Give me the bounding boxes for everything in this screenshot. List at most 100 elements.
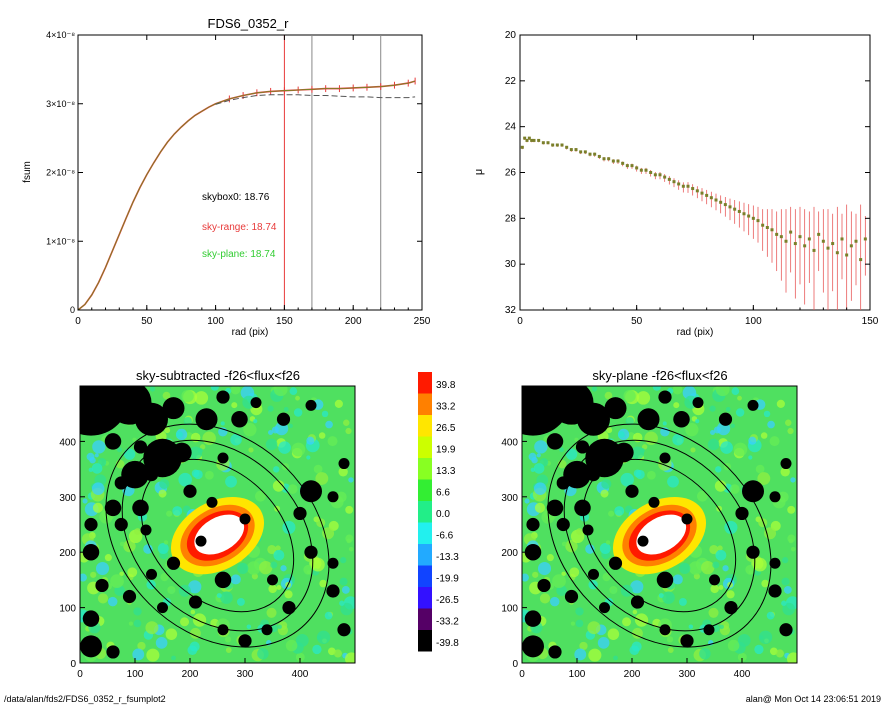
noise-patch: [782, 557, 789, 564]
mu-point: [639, 168, 643, 172]
noise-patch: [92, 440, 106, 454]
mu-x-tick-label: 150: [862, 316, 879, 327]
colorbar-swatch: [418, 522, 432, 544]
mask-blob: [217, 452, 229, 464]
fsum-series: [77, 77, 416, 311]
noise-patch: [127, 567, 138, 578]
colorbar-swatch: [418, 458, 432, 480]
fsum-vlines: [283, 35, 382, 310]
noise-patch: [164, 427, 171, 434]
colorbar-swatch: [418, 544, 432, 566]
mask-blob: [166, 556, 181, 570]
mask-blob: [735, 506, 749, 521]
colorbar-label: 33.2: [436, 401, 456, 412]
colorbar-swatch: [418, 501, 432, 523]
noise-patch: [237, 562, 249, 575]
noise-patch: [715, 549, 727, 561]
noise-patch: [133, 619, 142, 628]
mask-blob: [703, 624, 715, 636]
sky-plane-x-ticks: 0 100 200 300 400: [519, 658, 751, 680]
noise-patch: [522, 573, 529, 582]
mu-point: [597, 154, 601, 158]
colorbar-swatch: [418, 565, 432, 587]
noise-patch: [333, 649, 342, 658]
image-x-tick-label: 100: [569, 669, 586, 680]
mask-blob: [537, 578, 551, 593]
mask-blob: [586, 468, 601, 482]
image-x-tick-label: 0: [519, 669, 525, 680]
mask-blob: [546, 499, 564, 517]
noise-patch: [97, 593, 109, 604]
noise-patch: [629, 645, 640, 656]
noise-patch: [327, 647, 336, 656]
noise-patch: [783, 586, 792, 594]
mu-point: [672, 180, 676, 184]
mu-y-tick-label: 30: [505, 259, 517, 270]
mu-point: [523, 136, 527, 140]
mask-blob: [122, 589, 137, 604]
aperture-ellipse: [105, 423, 330, 648]
noise-patch: [91, 482, 105, 495]
colorbar-label: -19.9: [436, 573, 459, 584]
mask-blob: [604, 397, 627, 420]
noise-patch: [225, 647, 232, 653]
noise-patch: [760, 432, 768, 439]
mu-point: [761, 223, 765, 227]
mask-blob: [680, 634, 694, 648]
noise-patch: [634, 613, 649, 627]
mu-point: [784, 239, 788, 243]
mu-point: [667, 177, 671, 181]
noise-patch: [220, 421, 225, 426]
noise-patch: [340, 602, 353, 616]
sky-plane-panel: sky-plane -f26<flux<f26 0 100 200 300 400 0 1…: [501, 368, 798, 680]
mask-blob: [195, 535, 207, 547]
noise-patch: [197, 448, 203, 453]
mu-x-tick-label: 0: [517, 316, 523, 327]
noise-patch: [679, 562, 691, 575]
noise-patch: [753, 557, 767, 572]
image-content: [80, 386, 355, 663]
noise-patch: [160, 573, 169, 582]
noise-patch: [275, 545, 281, 551]
fsum-y-ticks: 0 1×10⁻⁸ 2×10⁻⁸ 3×10⁻⁸ 4×10⁻⁸: [46, 30, 422, 315]
noise-patch: [575, 619, 584, 628]
mask-blob: [613, 442, 634, 463]
noise-patch: [346, 538, 352, 544]
mask-blob: [780, 458, 792, 470]
colorbar-swatch: [418, 479, 432, 501]
mask-blob: [769, 491, 781, 503]
image-y-tick-label: 200: [59, 548, 76, 559]
fsum-plot-frame: [77, 34, 423, 311]
noise-patch: [561, 541, 567, 547]
mu-point: [845, 253, 849, 257]
mask-blob: [261, 624, 273, 636]
mask-blob: [80, 635, 102, 658]
mask-blob: [114, 476, 128, 490]
image-y-tick-label: 100: [501, 604, 518, 615]
noise-patch: [630, 580, 644, 594]
colorbar-label: -6.6: [436, 530, 454, 541]
noise-patch: [767, 420, 775, 429]
image-x-tick-label: 200: [182, 669, 199, 680]
mask-blob: [692, 397, 704, 409]
skybox0-annotation: skybox0: 18.76: [202, 192, 270, 203]
mask-blob: [588, 568, 599, 580]
noise-patch: [614, 506, 625, 516]
noise-patch: [769, 647, 778, 656]
noise-patch: [165, 628, 178, 640]
noise-patch: [735, 408, 745, 417]
noise-patch: [90, 571, 97, 578]
noise-patch: [646, 470, 656, 480]
noise-patch: [316, 518, 326, 528]
footer-path: /data/alan/fds2/FDS6_0352_r_fsumplot2: [4, 694, 166, 704]
noise-patch: [119, 571, 124, 577]
noise-patch: [666, 636, 674, 643]
noise-patch: [579, 641, 588, 651]
mu-y-tick-label: 20: [505, 30, 517, 41]
image-content: [522, 386, 797, 663]
noise-patch: [91, 463, 103, 474]
mu-point: [747, 214, 751, 218]
mask-blob: [239, 513, 251, 525]
noise-patch: [620, 472, 634, 487]
noise-patch: [123, 448, 136, 460]
